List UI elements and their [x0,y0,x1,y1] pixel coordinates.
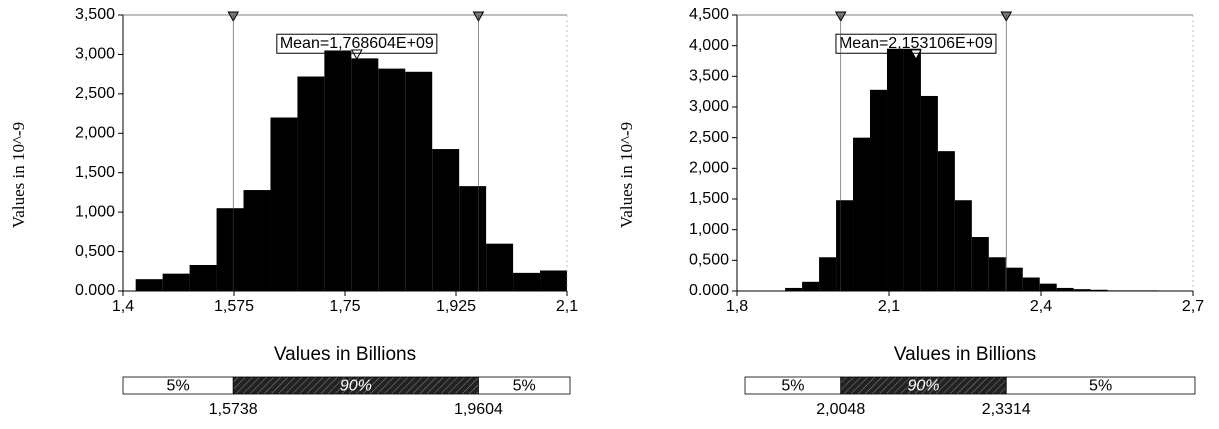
y-axis-label: Values in 10^-9 [9,122,28,228]
y-tick-label: 4,000 [689,37,729,54]
delimiter-label: 2,0048 [816,401,865,418]
bar [785,287,803,291]
bar [802,281,820,291]
x-tick-label: 1,575 [214,298,254,315]
percent-label: 90% [907,378,939,395]
bar [378,68,406,291]
y-tick-label: 3,000 [689,98,729,115]
bar [162,273,190,291]
y-tick-label: 0.000 [75,282,115,299]
percent-label: 5% [781,378,804,395]
mean-label: Mean=2,153106E+09 [839,35,993,52]
bar [1056,287,1074,291]
bar [270,117,298,291]
bar [540,270,567,291]
bar [870,89,887,292]
percent-label: 5% [1089,378,1112,395]
percent-segment [478,376,571,395]
y-tick-label: 3,000 [75,46,115,63]
y-tick-label: 4,500 [689,6,729,23]
mean-box [835,33,997,54]
bar [216,208,244,291]
x-tick-label: 1,925 [436,298,476,315]
bar [954,200,972,291]
y-tick-label: 2,500 [75,85,115,102]
y-tick-label: 0,500 [689,252,729,269]
delimiter-label: 2,3314 [982,401,1031,418]
bar [324,50,352,291]
delimiter-label: 1,5738 [209,401,258,418]
bar [405,71,433,291]
bar [853,137,870,291]
bar [486,243,514,291]
bar [836,200,854,291]
bar [819,257,837,291]
bar [135,279,163,291]
x-axis-label: Values in Billions [894,344,1036,365]
bar [988,257,1006,291]
y-tick-label: 1,000 [689,221,729,238]
y-tick-label: 1,500 [689,190,729,207]
percent-label: 5% [167,378,190,395]
bar [903,48,921,291]
mean-label: Mean=1,768604E+09 [280,35,434,52]
delimiter-label: 1,9604 [454,401,503,418]
bar [1005,267,1023,291]
bar [243,190,271,291]
bar [189,264,217,291]
percent-segment [1005,376,1196,395]
y-tick-label: 1,000 [75,203,115,220]
bar [886,48,904,291]
y-tick-label: 2,000 [689,160,729,177]
bar [1022,277,1040,291]
mean-box [276,33,438,54]
bar [1090,289,1108,291]
bar [937,151,955,291]
y-tick-label: 3,500 [75,6,115,23]
bar [920,95,938,292]
y-tick-label: 0.000 [689,282,729,299]
y-axis-label: Values in 10^-9 [617,122,636,228]
x-axis-label: Values in Billions [274,344,416,365]
x-tick-label: 1,8 [726,298,748,315]
x-tick-label: 2,1 [878,298,900,315]
y-tick-label: 1,500 [75,164,115,181]
percent-label: 5% [513,378,536,395]
x-tick-label: 1,4 [112,298,134,315]
bar [1073,289,1091,291]
y-tick-label: 2,500 [689,129,729,146]
y-tick-label: 2,000 [75,125,115,142]
bar [513,272,541,291]
x-tick-label: 2,1 [556,298,578,315]
bar [971,237,989,291]
bar [432,149,460,291]
bar [351,58,379,291]
mean-marker [350,49,363,61]
mean-marker [910,49,922,61]
y-tick-label: 3,500 [689,68,729,85]
bar [297,76,325,291]
x-tick-label: 2,7 [1182,298,1204,315]
bar [459,186,487,291]
percent-label: 90% [340,378,372,395]
y-tick-label: 0,500 [75,243,115,260]
x-tick-label: 2,4 [1030,298,1052,315]
x-tick-label: 1,75 [329,298,360,315]
bar [1039,283,1057,291]
